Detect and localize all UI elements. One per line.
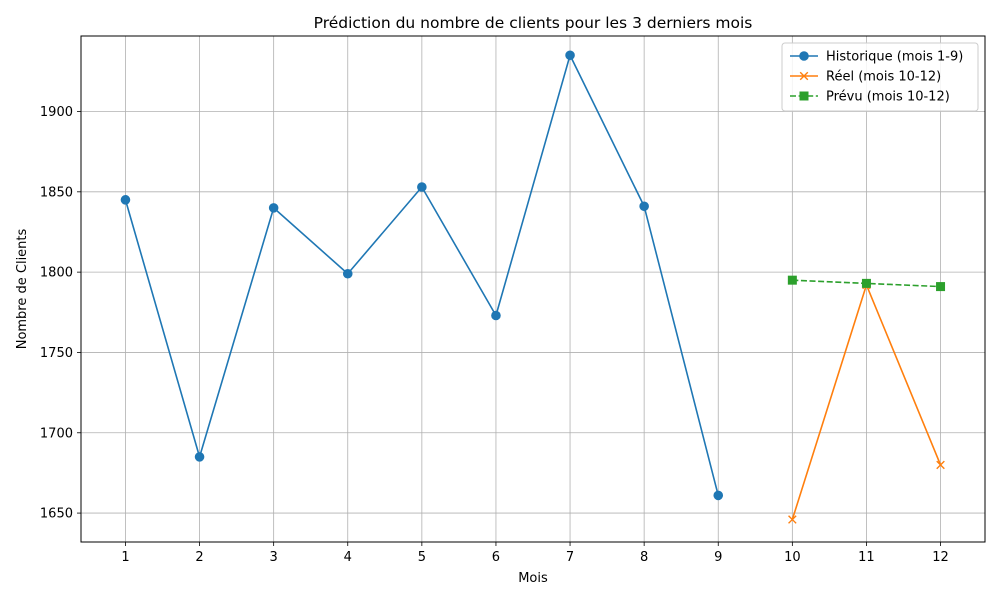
data-point (268, 203, 279, 213)
x-tick-label: 4 (344, 550, 352, 565)
y-tick-label: 1850 (40, 185, 73, 200)
y-tick-label: 1700 (40, 426, 73, 441)
x-tick-label: 3 (270, 550, 278, 565)
legend-marker (799, 71, 809, 81)
legend-item: Réel (mois 10-12) (790, 70, 941, 85)
data-point (861, 278, 871, 288)
x-tick-label: 1 (121, 550, 129, 565)
series-3 (787, 275, 946, 292)
data-point (417, 182, 427, 192)
legend-label: Prévu (mois 10-12) (826, 90, 950, 105)
data-point (713, 490, 724, 501)
data-point (936, 282, 946, 292)
x-tick-label: 11 (858, 550, 875, 565)
data-point (787, 275, 797, 285)
legend-label: Réel (mois 10-12) (826, 70, 941, 85)
legend-box (781, 42, 979, 112)
data-point (120, 195, 131, 205)
data-point (194, 452, 205, 462)
y-axis-label: Nombre de Clients (15, 228, 30, 349)
x-axis-label: Mois (518, 571, 548, 586)
grid-lines (81, 36, 985, 542)
x-tick-label: 8 (640, 550, 648, 565)
data-point (491, 310, 501, 321)
x-tick-label: 6 (492, 550, 500, 565)
legend: Historique (mois 1-9) Réel (mois 10-12) Pr… (781, 42, 979, 112)
x-tick-label: 9 (714, 550, 722, 565)
legend-item: Prévu (mois 10-12) (790, 90, 950, 105)
data-point (936, 460, 945, 470)
x-tick-label: 5 (418, 550, 426, 565)
plot-area-frame (80, 35, 986, 543)
legend-marker (799, 91, 809, 101)
x-tick-label: 7 (566, 550, 574, 565)
x-tick-label: 2 (195, 550, 203, 565)
data-point (565, 50, 575, 61)
y-tick-label: 1650 (40, 507, 73, 522)
y-tick-label: 1800 (40, 266, 73, 281)
data-point (342, 268, 353, 279)
legend-marker (799, 51, 809, 61)
x-tick-label: 10 (784, 550, 801, 565)
series-1 (120, 50, 724, 501)
data-point (639, 201, 649, 212)
data-point (788, 515, 797, 524)
x-tick-label: 12 (932, 550, 949, 565)
chart-title: Prédiction du nombre de clients pour les… (314, 14, 753, 32)
y-tick-label: 1900 (40, 105, 73, 120)
legend-item: Historique (mois 1-9) (790, 50, 963, 65)
legend-label: Historique (mois 1-9) (826, 50, 963, 65)
series-lines (120, 50, 946, 524)
y-tick-label: 1750 (40, 346, 73, 361)
